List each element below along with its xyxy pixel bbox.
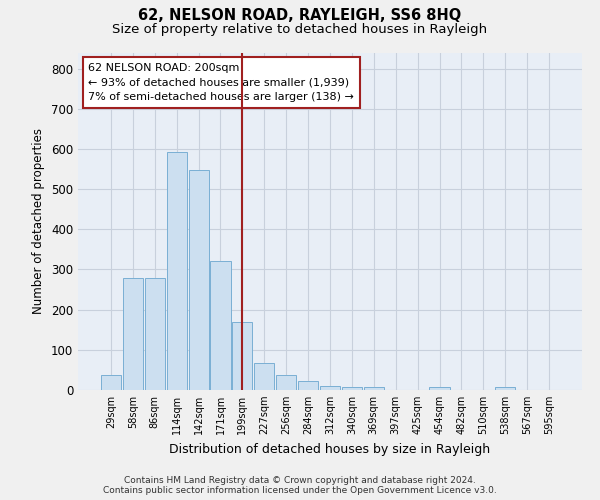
X-axis label: Distribution of detached houses by size in Rayleigh: Distribution of detached houses by size …: [169, 442, 491, 456]
Bar: [101, 374, 121, 390]
Bar: [320, 386, 340, 390]
Y-axis label: Number of detached properties: Number of detached properties: [32, 128, 46, 314]
Bar: [364, 387, 384, 390]
Bar: [254, 362, 274, 390]
Bar: [123, 278, 143, 390]
Bar: [276, 374, 296, 390]
Bar: [145, 278, 165, 390]
Bar: [232, 322, 253, 390]
Bar: [167, 152, 187, 390]
Bar: [211, 262, 230, 390]
Text: Size of property relative to detached houses in Rayleigh: Size of property relative to detached ho…: [112, 22, 488, 36]
Text: 62 NELSON ROAD: 200sqm
← 93% of detached houses are smaller (1,939)
7% of semi-d: 62 NELSON ROAD: 200sqm ← 93% of detached…: [88, 62, 354, 102]
Text: Contains HM Land Registry data © Crown copyright and database right 2024.
Contai: Contains HM Land Registry data © Crown c…: [103, 476, 497, 495]
Bar: [495, 387, 515, 390]
Bar: [342, 387, 362, 390]
Bar: [430, 387, 449, 390]
Bar: [298, 381, 318, 390]
Text: 62, NELSON ROAD, RAYLEIGH, SS6 8HQ: 62, NELSON ROAD, RAYLEIGH, SS6 8HQ: [139, 8, 461, 22]
Bar: [188, 170, 209, 390]
